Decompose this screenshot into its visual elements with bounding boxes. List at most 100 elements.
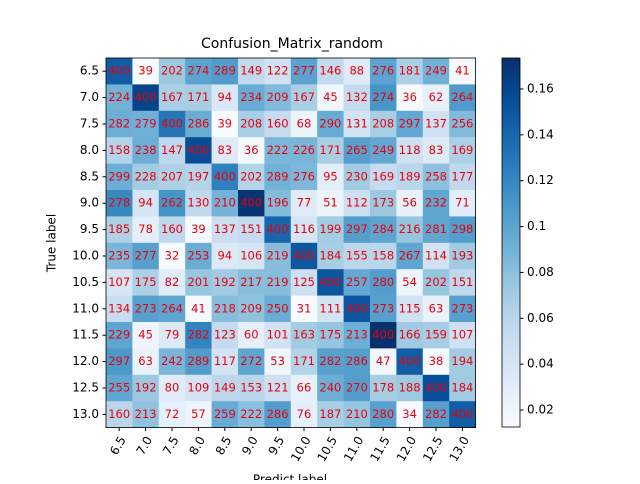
cell-label: 39 — [191, 222, 206, 236]
cell — [449, 58, 476, 85]
cell — [370, 110, 397, 138]
cell-label: 31 — [297, 301, 312, 315]
cell — [211, 348, 239, 376]
cell-label: 299 — [108, 169, 130, 183]
cell-label: 83 — [217, 143, 232, 157]
cell-label: 60 — [244, 328, 259, 342]
cell — [211, 242, 239, 270]
cell — [370, 242, 397, 270]
cell — [396, 163, 424, 191]
cell — [106, 401, 133, 428]
cell — [290, 163, 318, 191]
cell — [264, 84, 292, 112]
cell-label: 258 — [425, 169, 447, 183]
cell — [290, 216, 318, 244]
cell — [370, 401, 397, 428]
x-tick-label: 7.5 — [160, 434, 182, 458]
cell — [185, 190, 212, 217]
cell-label: 36 — [402, 90, 417, 104]
x-tick-label: 12.5 — [420, 434, 445, 464]
cell — [396, 242, 424, 270]
cell — [238, 348, 265, 376]
colorbar-tick-label: 0.16 — [527, 81, 554, 95]
cell-label: 289 — [214, 64, 236, 78]
x-tick-label: 6.5 — [107, 434, 129, 458]
cell-label: 192 — [135, 381, 157, 395]
cell — [396, 322, 424, 349]
cell — [422, 216, 450, 244]
cell-label: 265 — [346, 143, 368, 157]
cell — [185, 216, 212, 244]
cell-label: 400 — [451, 407, 473, 421]
cell-label: 62 — [429, 90, 444, 104]
cell — [211, 374, 239, 402]
cell — [238, 295, 265, 323]
cell — [106, 84, 133, 112]
cell — [211, 137, 239, 164]
cell-label: 277 — [135, 249, 157, 263]
cell — [132, 348, 160, 376]
cell-label: 88 — [349, 64, 364, 78]
cell — [132, 110, 160, 138]
cell — [343, 401, 371, 428]
cell — [396, 401, 424, 428]
cell — [211, 110, 239, 138]
y-tick-label: 10.0 — [72, 249, 99, 263]
cell-label: 289 — [187, 354, 209, 368]
cell-label: 217 — [240, 275, 262, 289]
cell-label: 39 — [138, 64, 153, 78]
cell-label: 259 — [214, 407, 236, 421]
cell-label: 76 — [297, 407, 312, 421]
cell-label: 273 — [135, 301, 157, 315]
cell — [211, 84, 239, 112]
y-tick-label: 11.5 — [72, 328, 99, 342]
cell — [185, 84, 212, 112]
cell — [317, 374, 344, 402]
cell-label: 106 — [240, 249, 262, 263]
cell-label: 196 — [267, 196, 289, 210]
cell — [317, 216, 344, 244]
cell-label: 175 — [135, 275, 157, 289]
cell-label: 77 — [297, 196, 312, 210]
cell — [343, 137, 371, 164]
cell — [185, 295, 212, 323]
cell-label: 235 — [108, 249, 130, 263]
cell — [106, 348, 133, 376]
colorbar-tick-label: 0.02 — [527, 403, 554, 417]
cell — [343, 295, 371, 323]
cell-label: 137 — [425, 117, 447, 131]
cell-label: 274 — [187, 64, 209, 78]
cell — [185, 163, 212, 191]
cell — [343, 374, 371, 402]
cell — [211, 269, 239, 296]
cell — [422, 295, 450, 323]
cell-label: 219 — [267, 249, 289, 263]
cell-label: 192 — [214, 275, 236, 289]
cell-label: 257 — [346, 275, 368, 289]
cell — [158, 163, 186, 191]
cell — [449, 242, 476, 270]
cell — [158, 322, 186, 349]
cell-label: 264 — [161, 301, 183, 315]
cell — [449, 216, 476, 244]
cell — [370, 58, 397, 85]
cell-label: 79 — [165, 328, 180, 342]
cell-label: 63 — [138, 354, 153, 368]
cell — [238, 401, 265, 428]
cell — [422, 110, 450, 138]
cell — [343, 216, 371, 244]
cell — [238, 137, 265, 164]
cell — [132, 58, 160, 85]
cell-label: 277 — [293, 64, 315, 78]
colorbar — [501, 57, 521, 428]
cell-label: 101 — [267, 328, 289, 342]
cell — [343, 322, 371, 349]
cell — [238, 269, 265, 296]
cell-label: 167 — [161, 90, 183, 104]
cell-label: 400 — [372, 328, 394, 342]
cell-label: 163 — [293, 328, 315, 342]
cell-label: 63 — [429, 301, 444, 315]
cell — [317, 322, 344, 349]
cell — [317, 242, 344, 270]
